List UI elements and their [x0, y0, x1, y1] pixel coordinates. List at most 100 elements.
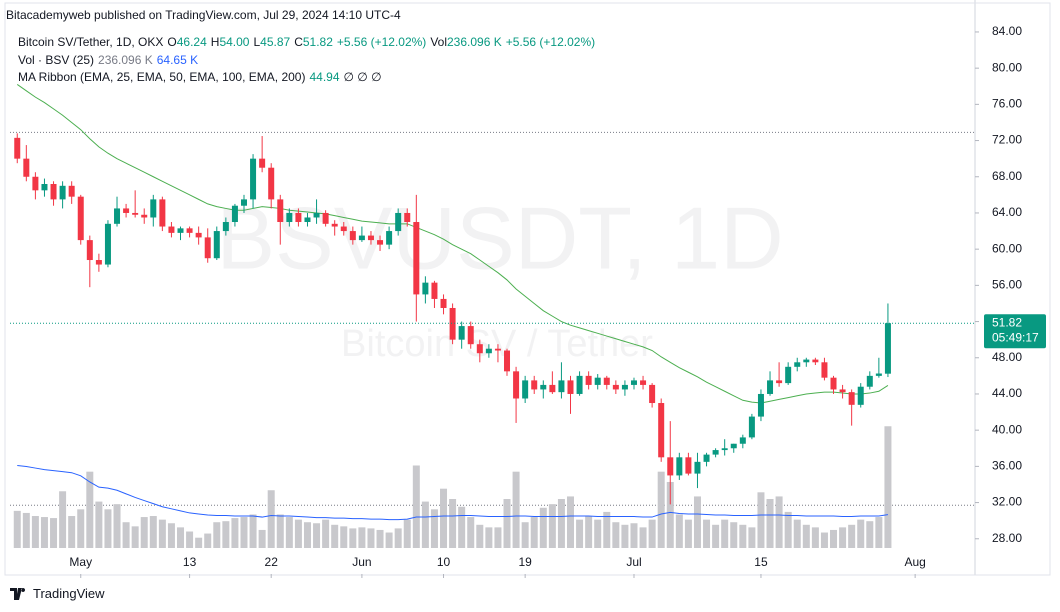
- volume-bar: [512, 471, 520, 548]
- candle-body: [803, 359, 810, 363]
- candle-body: [259, 158, 266, 168]
- o-key: O: [167, 35, 177, 49]
- y-tick-label: 84.00: [992, 24, 1022, 38]
- volume-bar: [222, 521, 230, 548]
- volume-bar: [59, 491, 67, 548]
- candle-body: [467, 326, 474, 345]
- volume-bar: [576, 519, 584, 548]
- volume-bar: [167, 523, 175, 548]
- logo: [10, 587, 26, 600]
- l-value: 45.87: [260, 35, 291, 49]
- candle-body: [95, 260, 102, 265]
- brand: TradingView: [33, 586, 105, 601]
- volume-bar: [385, 532, 393, 548]
- volume-bar: [267, 490, 275, 548]
- volume-bar: [158, 519, 166, 548]
- volume-bar: [285, 517, 293, 548]
- published: Bitacademyweb published on TradingView.c…: [6, 8, 401, 22]
- volume-bar: [712, 524, 720, 548]
- volume-bar: [458, 506, 466, 548]
- legend-ma: MA Ribbon (EMA, 25, EMA, 50, EMA, 100, E…: [18, 70, 382, 84]
- volume-bar: [258, 529, 266, 548]
- volume-bar: [113, 504, 121, 548]
- y-tick-label: 64.00: [992, 205, 1022, 219]
- volume-bar: [367, 528, 375, 548]
- candle-body: [757, 393, 764, 417]
- watermark: BSVUSDT, 1D: [216, 188, 783, 287]
- candle-body: [177, 228, 184, 233]
- candle-body: [531, 380, 538, 390]
- volume-bar: [331, 524, 339, 548]
- candle-body: [204, 237, 211, 259]
- volume-bar: [13, 510, 21, 548]
- candle-body: [395, 212, 402, 232]
- study-name: Vol · BSV (25): [18, 53, 95, 67]
- y-tick-label: 44.00: [992, 386, 1022, 400]
- volume-bar: [294, 519, 302, 548]
- volume-bar: [757, 492, 765, 548]
- candle-body: [304, 217, 311, 223]
- candle-body: [250, 158, 257, 200]
- candle-body: [776, 380, 783, 384]
- volume-bar: [131, 526, 139, 548]
- x-tick-label: 15: [754, 555, 768, 569]
- watermark-subtitle: Bitcoin SV / Tether: [341, 323, 653, 365]
- candle-body: [549, 384, 556, 393]
- candle-body: [386, 231, 393, 245]
- volume-bar: [830, 529, 838, 548]
- volume-bar: [86, 471, 94, 548]
- x-tick-label: 19: [518, 555, 532, 569]
- volume-bar: [793, 519, 801, 548]
- volume-bar: [639, 527, 647, 548]
- volume-bar: [875, 517, 883, 548]
- candle-body: [476, 344, 483, 354]
- candle-body: [23, 158, 30, 177]
- volume-bar: [557, 499, 565, 548]
- candle-body: [884, 323, 891, 374]
- candle-body: [748, 416, 755, 438]
- volume-bar: [721, 519, 729, 548]
- candle-body: [640, 380, 647, 385]
- candle-body: [240, 199, 247, 206]
- ema-line: [16, 84, 889, 404]
- candle-body: [703, 454, 710, 462]
- candle-body: [594, 377, 601, 385]
- volume-bar: [104, 509, 112, 548]
- volume-bar: [213, 522, 221, 548]
- volume-bar: [621, 524, 629, 548]
- volume-bar: [149, 516, 157, 548]
- candle-body: [839, 389, 846, 393]
- candle-body: [77, 196, 84, 241]
- volume-bar: [585, 516, 593, 548]
- y-tick-label: 56.00: [992, 278, 1022, 292]
- candle-body: [440, 298, 447, 308]
- volume-bar: [421, 501, 429, 548]
- volume-bar: [303, 522, 311, 548]
- candle-body: [331, 223, 338, 227]
- volume-bar: [249, 514, 257, 548]
- volume-bar: [177, 527, 185, 548]
- candle-body: [576, 375, 583, 394]
- countdown: 05:49:17: [992, 330, 1039, 344]
- study-others: ∅ ∅ ∅: [343, 70, 382, 84]
- volume-bar: [884, 426, 892, 548]
- volume-bar: [430, 509, 438, 548]
- volume-bar: [766, 499, 774, 548]
- candle-body: [676, 457, 683, 476]
- volume-bar: [50, 518, 58, 548]
- volume-bar: [666, 481, 674, 548]
- volume-bar: [31, 516, 39, 548]
- volume-bar: [195, 537, 203, 548]
- candle-body: [186, 228, 193, 233]
- volume-bar: [730, 522, 738, 548]
- candle-body: [458, 326, 465, 340]
- volume-bar: [566, 496, 574, 548]
- candle-body: [649, 384, 656, 404]
- volume-bar: [848, 524, 856, 548]
- volume-bar: [68, 516, 76, 548]
- volume-bar: [657, 471, 665, 548]
- o-value: 46.24: [176, 35, 207, 49]
- y-tick-label: 72.00: [992, 133, 1022, 147]
- candle-body: [431, 282, 438, 299]
